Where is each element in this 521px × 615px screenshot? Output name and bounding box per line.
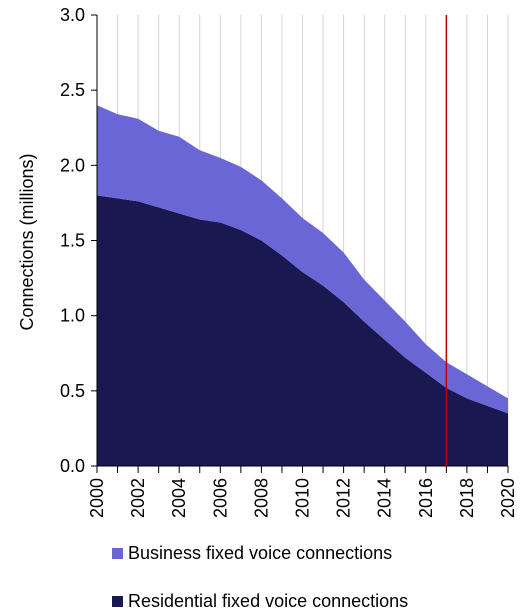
x-tick-label: 2018 [457, 478, 477, 518]
legend-item-business: Business fixed voice connections [112, 543, 392, 564]
y-axis-label: Connections (millions) [17, 153, 37, 330]
x-tick-label: 2008 [251, 478, 271, 518]
legend-label-business: Business fixed voice connections [128, 543, 393, 563]
x-tick-label: 2010 [293, 478, 313, 518]
y-tick-label: 0.0 [60, 456, 85, 476]
legend-label-residential: Residential fixed voice connections [128, 591, 409, 611]
x-tick-label: 2002 [128, 478, 148, 518]
legend-swatch-residential [112, 596, 123, 607]
area-series-residential [97, 195, 508, 466]
y-tick-label: 1.5 [60, 231, 85, 251]
y-tick-label: 1.0 [60, 306, 85, 326]
x-axis-ticks: 2000 2002 2004 2006 2008 2010 2012 2014 2016 2018… [87, 466, 518, 518]
x-tick-label: 2020 [498, 478, 518, 518]
stacked-areas [97, 105, 508, 466]
y-axis-ticks: 0.0 0.5 1.0 1.5 2.0 2.5 3.0 [60, 5, 97, 476]
legend-item-residential: Residential fixed voice connections [112, 591, 408, 612]
y-tick-label: 3.0 [60, 5, 85, 25]
x-tick-label: 2004 [169, 478, 189, 518]
x-tick-label: 2006 [210, 478, 230, 518]
x-tick-label: 2014 [375, 478, 395, 518]
x-tick-label: 2012 [334, 478, 354, 518]
x-tick-label: 2000 [87, 478, 107, 518]
area-series-business [97, 105, 508, 414]
y-tick-label: 2.5 [60, 80, 85, 100]
y-tick-label: 2.0 [60, 155, 85, 175]
y-tick-label: 0.5 [60, 381, 85, 401]
legend-swatch-business [112, 548, 123, 559]
x-tick-label: 2016 [416, 478, 436, 518]
